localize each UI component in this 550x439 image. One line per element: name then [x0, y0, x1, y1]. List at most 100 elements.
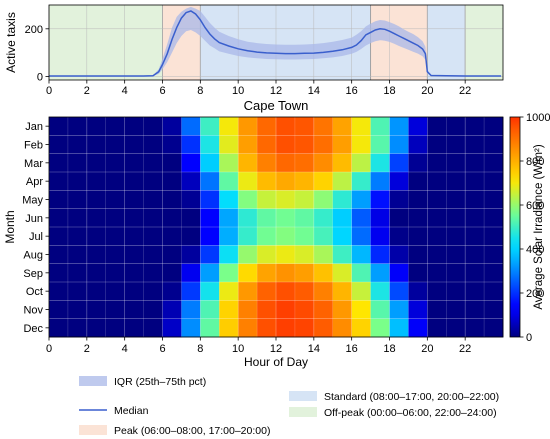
heatmap-cell — [200, 172, 220, 191]
heatmap-grid — [48, 117, 503, 337]
heatmap-x-tick-label: 12 — [270, 343, 282, 355]
heatmap-cell — [294, 153, 315, 173]
heatmap-x-tick-label: 18 — [383, 343, 395, 355]
top-x-tick-label: 12 — [270, 85, 282, 97]
heatmap-cell — [370, 190, 390, 210]
heatmap-cell — [49, 245, 69, 265]
heatmap-cell — [276, 300, 296, 320]
heatmap-cell — [427, 135, 447, 155]
heatmap-cell — [105, 318, 126, 338]
heatmap-cell — [219, 153, 239, 173]
heatmap-cell — [238, 153, 258, 173]
heatmap-cell — [484, 135, 504, 155]
heatmap-x-tick-label: 10 — [232, 343, 244, 355]
heatmap-cell — [389, 172, 409, 191]
heatmap-cell — [332, 190, 353, 210]
heatmap-cell — [143, 135, 163, 155]
heatmap-cell — [408, 318, 428, 338]
heatmap-cell — [370, 117, 390, 136]
heatmap-cell — [332, 300, 353, 320]
heatmap-cell — [124, 117, 144, 136]
top-x-tick-label: 4 — [122, 85, 128, 97]
heatmap-cell — [162, 190, 182, 210]
heatmap-cell — [389, 245, 409, 265]
heatmap-cell — [238, 263, 258, 283]
heatmap-cell — [389, 300, 409, 320]
heatmap-cell — [294, 208, 315, 228]
heatmap-cell — [219, 208, 239, 228]
heatmap-y-axis: Jan Feb Mar Apr May Jun Jul Aug Sep Oct Nov Dec — [22, 121, 49, 335]
heatmap-cell — [67, 227, 88, 246]
heatmap-cell — [219, 300, 239, 320]
heatmap-cell — [181, 282, 201, 301]
heatmap-cell — [200, 300, 220, 320]
heatmap-cell — [276, 117, 296, 136]
heatmap-cell — [408, 172, 428, 191]
heatmap-cell — [313, 282, 334, 301]
heatmap-cell — [124, 282, 144, 301]
heatmap-cell — [294, 263, 315, 283]
heatmap-cell — [238, 227, 258, 246]
tariff-band-standard — [427, 5, 466, 80]
heatmap-cell — [370, 227, 390, 246]
heatmap-cell — [86, 172, 107, 191]
heatmap-cell — [162, 208, 182, 228]
heatmap-cell — [219, 227, 239, 246]
heatmap-cell — [427, 172, 447, 191]
heatmap-cell — [370, 245, 390, 265]
heatmap-cell — [124, 300, 144, 320]
heatmap-cell — [257, 172, 277, 191]
heatmap-cell — [143, 172, 163, 191]
colorbar-tick-label: 400 — [526, 244, 544, 256]
heatmap-cell — [162, 282, 182, 301]
heatmap-cell — [465, 117, 485, 136]
heatmap-cell — [86, 227, 107, 246]
legend-offpeak-label: Off-peak (00:00–06:00, 22:00–24:00) — [324, 407, 497, 419]
heatmap-cell — [427, 227, 447, 246]
legend-offpeak-swatch — [289, 407, 317, 417]
heatmap-cell — [124, 135, 144, 155]
heatmap-cell — [484, 153, 504, 173]
heatmap-month-label: Oct — [26, 286, 43, 298]
heatmap-cell — [332, 135, 353, 155]
heatmap-cell — [124, 208, 144, 228]
heatmap-cell — [351, 208, 371, 228]
heatmap-cell — [276, 153, 296, 173]
heatmap-cell — [408, 300, 428, 320]
heatmap-cell — [200, 190, 220, 210]
heatmap-cell — [162, 318, 182, 338]
heatmap-cell — [105, 300, 126, 320]
heatmap-cell — [181, 153, 201, 173]
heatmap-cell — [427, 245, 447, 265]
top-x-tick-label: 22 — [459, 85, 471, 97]
heatmap-cell — [86, 263, 107, 283]
heatmap-cell — [257, 153, 277, 173]
heatmap-cell — [351, 318, 371, 338]
heatmap-cell — [219, 135, 239, 155]
heatmap-cell — [238, 208, 258, 228]
heatmap-cell — [313, 263, 334, 283]
heatmap-cell — [200, 263, 220, 283]
heatmap-cell — [370, 153, 390, 173]
heatmap-cell — [67, 300, 88, 320]
heatmap-x-tick-label: 14 — [308, 343, 320, 355]
legend-peak: Peak (06:00–08:00, 17:00–20:00) — [79, 425, 270, 437]
top-x-tick-label: 16 — [346, 85, 358, 97]
heatmap-cell — [465, 208, 485, 228]
heatmap-cell — [408, 135, 428, 155]
heatmap-cell — [257, 245, 277, 265]
heatmap-x-axis-label: Hour of Day — [244, 355, 308, 369]
heatmap-cell — [389, 117, 409, 136]
heatmap-cell — [351, 172, 371, 191]
heatmap-cell — [427, 263, 447, 283]
heatmap-cell — [313, 190, 334, 210]
heatmap-cell — [294, 245, 315, 265]
heatmap-cell — [105, 135, 126, 155]
colorbar-tick-label: 800 — [526, 156, 544, 168]
legend-standard-swatch — [289, 391, 317, 401]
heatmap-cell — [67, 208, 88, 228]
heatmap-cell — [238, 282, 258, 301]
heatmap-cell — [67, 172, 88, 191]
heatmap-cell — [181, 208, 201, 228]
